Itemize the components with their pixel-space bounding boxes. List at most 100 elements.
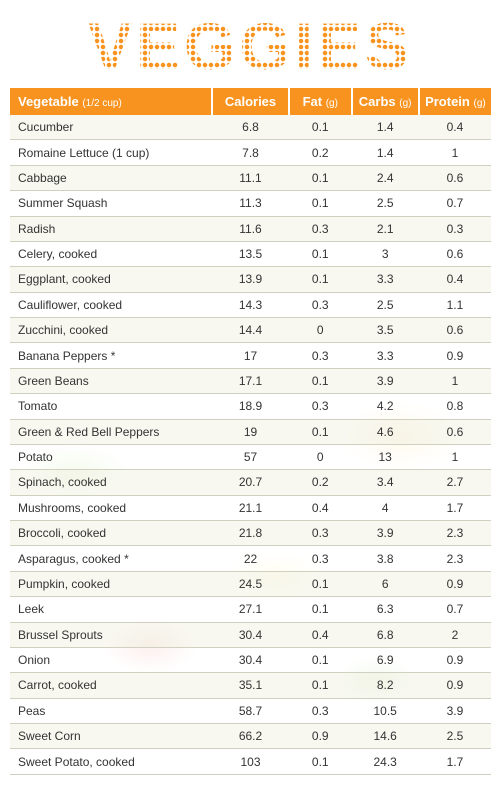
cell-name: Banana Peppers * (10, 343, 212, 368)
cell-name: Radish (10, 216, 212, 241)
cell-calories: 27.1 (212, 597, 289, 622)
col-header-carbs: Carbs (g) (352, 88, 419, 115)
cell-calories: 103 (212, 749, 289, 774)
cell-calories: 13.9 (212, 267, 289, 292)
table-row: Spinach, cooked20.70.23.42.7 (10, 470, 491, 495)
cell-calories: 21.8 (212, 521, 289, 546)
cell-fat: 0.1 (289, 571, 352, 596)
cell-name: Spinach, cooked (10, 470, 212, 495)
table-row: Cabbage11.10.12.40.6 (10, 165, 491, 190)
cell-calories: 14.4 (212, 318, 289, 343)
cell-name: Asparagus, cooked * (10, 546, 212, 571)
cell-carbs: 6.9 (352, 647, 419, 672)
cell-protein: 0.4 (419, 115, 491, 140)
cell-name: Carrot, cooked (10, 673, 212, 698)
cell-name: Potato (10, 444, 212, 469)
cell-fat: 0.3 (289, 546, 352, 571)
header-carbs-sub: (g) (399, 98, 411, 109)
cell-protein: 0.8 (419, 394, 491, 419)
table-row: Pumpkin, cooked24.50.160.9 (10, 571, 491, 596)
cell-protein: 0.6 (419, 318, 491, 343)
table-row: Onion30.40.16.90.9 (10, 647, 491, 672)
cell-carbs: 13 (352, 444, 419, 469)
cell-fat: 0.1 (289, 241, 352, 266)
table-row: Peas58.70.310.53.9 (10, 698, 491, 723)
cell-fat: 0.1 (289, 191, 352, 216)
cell-carbs: 3.5 (352, 318, 419, 343)
table-row: Radish11.60.32.10.3 (10, 216, 491, 241)
cell-fat: 0.1 (289, 597, 352, 622)
cell-carbs: 8.2 (352, 673, 419, 698)
cell-protein: 0.6 (419, 241, 491, 266)
cell-fat: 0 (289, 444, 352, 469)
cell-protein: 0.6 (419, 165, 491, 190)
cell-carbs: 4.2 (352, 394, 419, 419)
cell-protein: 0.3 (419, 216, 491, 241)
cell-calories: 17 (212, 343, 289, 368)
cell-calories: 35.1 (212, 673, 289, 698)
cell-calories: 17.1 (212, 368, 289, 393)
cell-fat: 0.2 (289, 140, 352, 165)
table-row: Asparagus, cooked *220.33.82.3 (10, 546, 491, 571)
cell-name: Broccoli, cooked (10, 521, 212, 546)
cell-name: Cauliflower, cooked (10, 292, 212, 317)
cell-fat: 0.1 (289, 673, 352, 698)
cell-calories: 21.1 (212, 495, 289, 520)
cell-name: Tomato (10, 394, 212, 419)
cell-protein: 2.7 (419, 470, 491, 495)
table-row: Green & Red Bell Peppers190.14.60.6 (10, 419, 491, 444)
cell-fat: 0 (289, 318, 352, 343)
cell-carbs: 3.3 (352, 343, 419, 368)
cell-calories: 11.1 (212, 165, 289, 190)
cell-carbs: 3.9 (352, 521, 419, 546)
table-row: Cucumber6.80.11.40.4 (10, 115, 491, 140)
cell-protein: 1.7 (419, 495, 491, 520)
cell-protein: 1 (419, 140, 491, 165)
title-text: VEGGIES (88, 8, 413, 84)
table-row: Leek27.10.16.30.7 (10, 597, 491, 622)
table-row: Green Beans17.10.13.91 (10, 368, 491, 393)
cell-protein: 2.3 (419, 521, 491, 546)
cell-protein: 0.9 (419, 673, 491, 698)
header-carbs-label: Carbs (359, 94, 396, 109)
cell-fat: 0.1 (289, 419, 352, 444)
cell-calories: 20.7 (212, 470, 289, 495)
table-row: Banana Peppers *170.33.30.9 (10, 343, 491, 368)
table-row: Celery, cooked13.50.130.6 (10, 241, 491, 266)
cell-protein: 0.7 (419, 191, 491, 216)
table-row: Eggplant, cooked13.90.13.30.4 (10, 267, 491, 292)
cell-carbs: 6 (352, 571, 419, 596)
table-row: Summer Squash11.30.12.50.7 (10, 191, 491, 216)
cell-name: Summer Squash (10, 191, 212, 216)
cell-protein: 1 (419, 444, 491, 469)
cell-fat: 0.3 (289, 698, 352, 723)
col-header-calories: Calories (212, 88, 289, 115)
cell-name: Zucchini, cooked (10, 318, 212, 343)
table-row: Sweet Potato, cooked1030.124.31.7 (10, 749, 491, 774)
cell-protein: 0.6 (419, 419, 491, 444)
cell-carbs: 1.4 (352, 115, 419, 140)
cell-carbs: 3.8 (352, 546, 419, 571)
cell-carbs: 10.5 (352, 698, 419, 723)
cell-name: Eggplant, cooked (10, 267, 212, 292)
cell-name: Green Beans (10, 368, 212, 393)
cell-name: Mushrooms, cooked (10, 495, 212, 520)
cell-carbs: 6.3 (352, 597, 419, 622)
cell-calories: 66.2 (212, 724, 289, 749)
cell-protein: 2.5 (419, 724, 491, 749)
cell-fat: 0.1 (289, 749, 352, 774)
cell-protein: 0.4 (419, 267, 491, 292)
cell-name: Sweet Corn (10, 724, 212, 749)
cell-fat: 0.3 (289, 292, 352, 317)
cell-carbs: 3.4 (352, 470, 419, 495)
cell-calories: 11.6 (212, 216, 289, 241)
header-calories-label: Calories (225, 94, 276, 109)
cell-fat: 0.3 (289, 394, 352, 419)
table-row: Tomato18.90.34.20.8 (10, 394, 491, 419)
cell-name: Peas (10, 698, 212, 723)
nutrition-table: Vegetable (1/2 cup) Calories Fat (g) Car… (10, 88, 491, 775)
table-row: Cauliflower, cooked14.30.32.51.1 (10, 292, 491, 317)
cell-carbs: 1.4 (352, 140, 419, 165)
cell-name: Romaine Lettuce (1 cup) (10, 140, 212, 165)
col-header-fat: Fat (g) (289, 88, 352, 115)
